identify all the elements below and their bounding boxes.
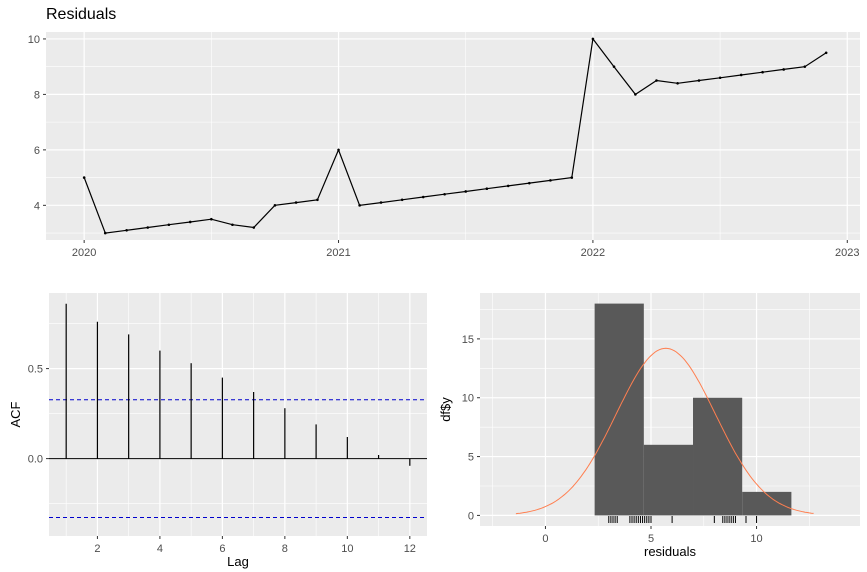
residuals-time-series-plot: 4 6 8 10 2020 2021 2022 2023 bbox=[28, 32, 860, 259]
x-tick-label: 4 bbox=[157, 543, 163, 555]
panel-background bbox=[46, 32, 860, 240]
data-point bbox=[739, 73, 743, 77]
data-point bbox=[167, 223, 171, 227]
x-axis-label: Lag bbox=[227, 554, 249, 569]
x-tick-label: 2023 bbox=[835, 247, 859, 259]
data-point bbox=[358, 204, 361, 207]
data-point bbox=[188, 220, 192, 224]
data-point bbox=[655, 79, 658, 82]
data-point bbox=[549, 179, 552, 182]
acf-plot: 0.0 0.5 2 4 6 8 10 12 Lag ACF bbox=[8, 293, 427, 569]
data-point bbox=[125, 228, 128, 232]
data-point bbox=[210, 217, 213, 221]
data-point bbox=[570, 176, 574, 179]
data-point bbox=[400, 198, 404, 202]
histogram-bar bbox=[594, 303, 644, 516]
x-tick-label: 0 bbox=[542, 533, 548, 545]
data-point bbox=[612, 65, 616, 68]
y-tick-label: 8 bbox=[34, 89, 40, 101]
y-tick-label: 15 bbox=[462, 334, 474, 346]
x-tick-label: 12 bbox=[404, 543, 416, 555]
histogram-bar bbox=[693, 397, 743, 516]
data-point bbox=[337, 148, 340, 152]
data-point bbox=[294, 201, 298, 204]
y-tick-label: 6 bbox=[34, 145, 40, 157]
x-tick-label: 2020 bbox=[72, 247, 96, 259]
data-point bbox=[82, 176, 86, 179]
y-tick-label: 10 bbox=[462, 393, 474, 405]
data-point bbox=[146, 226, 150, 229]
data-point bbox=[252, 226, 256, 229]
data-point bbox=[103, 231, 107, 235]
data-point bbox=[485, 187, 489, 190]
y-axis-label: df$y bbox=[438, 397, 453, 422]
data-point bbox=[697, 79, 701, 82]
residual-line bbox=[83, 37, 827, 234]
x-tick-label: 10 bbox=[341, 543, 353, 555]
chart-title: Residuals bbox=[46, 6, 117, 23]
data-point bbox=[782, 68, 785, 71]
y-tick-label: 5 bbox=[468, 452, 474, 464]
y-tick-label: 4 bbox=[34, 200, 40, 212]
data-point bbox=[761, 70, 764, 74]
data-point bbox=[824, 51, 828, 55]
data-point bbox=[591, 37, 595, 41]
y-tick-label: 0.5 bbox=[28, 364, 43, 376]
x-tick-label: 10 bbox=[750, 533, 762, 545]
normal-density-curve bbox=[515, 347, 814, 515]
x-tick-label: 6 bbox=[219, 543, 225, 555]
y-tick-label: 10 bbox=[28, 34, 40, 46]
data-point bbox=[379, 201, 383, 204]
data-point bbox=[634, 93, 637, 96]
x-tick-label: 2021 bbox=[326, 247, 350, 259]
x-tick-label: 8 bbox=[282, 543, 288, 555]
data-point bbox=[803, 65, 807, 68]
y-tick-label: 0 bbox=[468, 510, 474, 522]
data-point bbox=[528, 181, 531, 185]
data-point bbox=[506, 184, 510, 188]
x-tick-label: 2 bbox=[94, 543, 100, 555]
data-point bbox=[676, 82, 679, 85]
histogram-plot: 0 5 10 15 0 5 10 residuals df$y bbox=[438, 293, 860, 559]
data-point bbox=[316, 198, 319, 202]
data-point bbox=[273, 204, 277, 207]
data-point bbox=[421, 195, 425, 199]
panel-background bbox=[49, 293, 427, 536]
data-point bbox=[718, 76, 722, 80]
x-tick-label: 2022 bbox=[581, 247, 605, 259]
data-point bbox=[231, 223, 234, 227]
data-point bbox=[464, 190, 468, 193]
histogram-bar bbox=[643, 444, 694, 516]
y-tick-label: 0.0 bbox=[28, 454, 43, 466]
data-point bbox=[443, 192, 446, 196]
x-tick-label: 5 bbox=[648, 533, 654, 545]
y-axis-label: ACF bbox=[8, 401, 23, 427]
x-axis-label: residuals bbox=[644, 544, 697, 559]
histogram-bar bbox=[742, 491, 792, 516]
